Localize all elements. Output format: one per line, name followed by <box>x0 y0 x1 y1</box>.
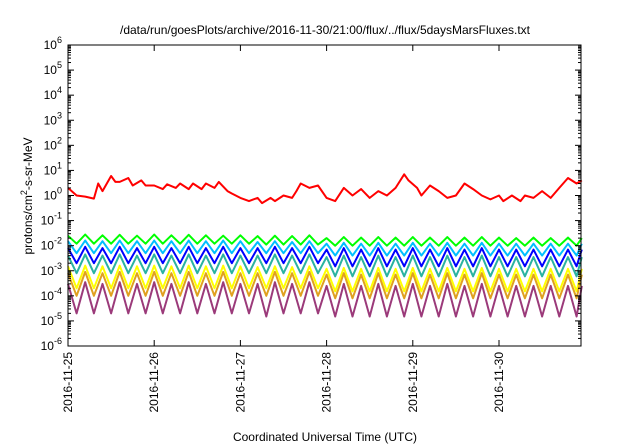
x-tick-label: 2016-11-25 <box>61 352 75 413</box>
series-line-1 <box>67 173 583 205</box>
x-axis-label: Coordinated Universal Time (UTC) <box>233 430 417 444</box>
x-tick-label: 2016-11-28 <box>320 352 334 413</box>
x-tick-label: 2016-11-27 <box>233 352 247 413</box>
y-tick-label: 103 <box>44 110 62 127</box>
series-line-4 <box>67 245 583 268</box>
y-tick-label: 100 <box>44 186 62 203</box>
x-tick-label: 2016-11-30 <box>492 352 506 413</box>
y-axis-label: protons/cm2-s-sr-MeV <box>19 137 35 254</box>
series-layer <box>67 173 583 318</box>
series-line-8 <box>67 281 583 318</box>
y-tick-label: 10-5 <box>41 311 62 328</box>
y-tick-label: 10-3 <box>41 261 62 278</box>
y-tick-label: 101 <box>44 160 62 177</box>
x-axis: 2016-11-25 2016-11-26 2016-11-27 2016-11-28… <box>61 45 506 413</box>
y-tick-label: 104 <box>44 85 62 102</box>
series-line-5 <box>67 253 583 278</box>
chart-title: /data/run/goesPlots/archive/2016-11-30/2… <box>120 23 531 37</box>
y-tick-label: 10-2 <box>41 236 62 253</box>
y-tick-label: 105 <box>44 60 62 77</box>
series-line-3 <box>67 239 583 257</box>
series-line-2 <box>67 233 583 247</box>
y-tick-label: 10-4 <box>41 286 62 303</box>
y-tick-label: 102 <box>44 135 62 152</box>
x-tick-label: 2016-11-26 <box>147 352 161 413</box>
series-line-6 <box>67 264 583 293</box>
x-tick-label: 2016-11-29 <box>406 352 420 413</box>
series-line-7 <box>67 270 583 300</box>
y-tick-label: 106 <box>44 35 62 52</box>
y-tick-label: 10-1 <box>41 211 62 228</box>
y-tick-label: 10-6 <box>41 336 62 353</box>
y-axis: 10-6 10-5 10-4 10-3 10-2 10-1 100 101 102 103 104 1… <box>41 35 581 353</box>
